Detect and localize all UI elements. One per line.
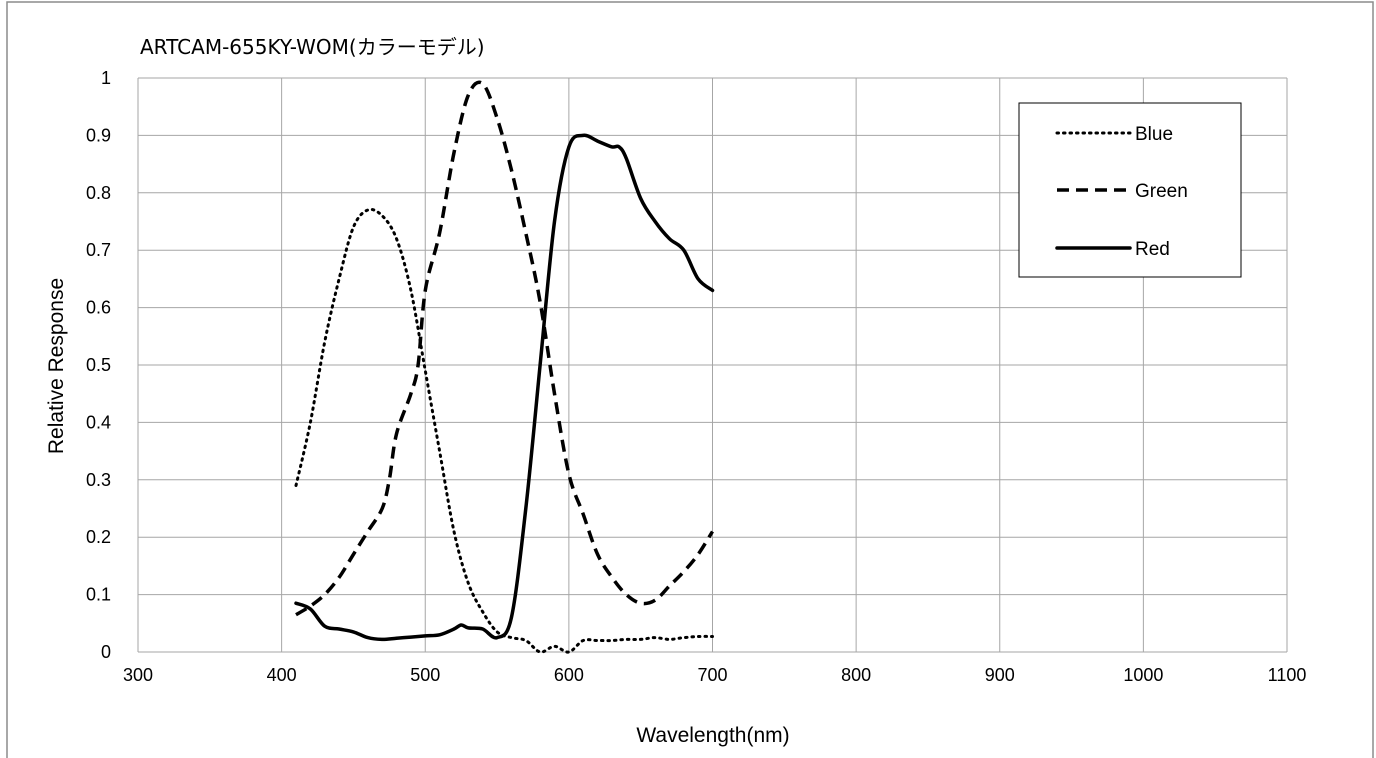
- legend: Blue Green Red: [1018, 102, 1242, 278]
- x-tick-label: 1000: [1123, 665, 1163, 685]
- y-tick-label: 0.5: [86, 355, 111, 375]
- x-tick-label: 500: [410, 665, 440, 685]
- y-axis-title: Relative Response: [45, 278, 68, 454]
- series-line-blue: [294, 207, 714, 654]
- x-tick-label: 600: [554, 665, 584, 685]
- series-line-green: [295, 80, 714, 617]
- legend-label-green: Green: [1135, 181, 1188, 202]
- y-tick-label: 0.2: [86, 527, 111, 547]
- x-tick-label: 900: [985, 665, 1015, 685]
- x-tick-label: 400: [267, 665, 297, 685]
- legend-label-blue: Blue: [1135, 124, 1173, 145]
- y-tick-label: 0.1: [86, 585, 111, 605]
- chart-title: ARTCAM-655KY-WOM(カラーモデル): [140, 35, 485, 59]
- tick-labels: 300 400 500 600 700 800 900 1000 1100 0 0.1 0.2 0.3 0…: [86, 68, 1306, 685]
- x-tick-label: 300: [123, 665, 153, 685]
- x-tick-label: 700: [697, 665, 727, 685]
- series-line-red: [294, 133, 715, 642]
- x-tick-label: 800: [841, 665, 871, 685]
- legend-label-red: Red: [1135, 239, 1170, 260]
- series-lines: [294, 80, 715, 654]
- y-tick-label: 0.9: [86, 125, 111, 145]
- x-axis-title: Wavelength(nm): [636, 724, 789, 747]
- y-tick-label: 0.3: [86, 470, 111, 490]
- y-tick-label: 0.6: [86, 298, 111, 318]
- y-tick-label: 0: [101, 642, 111, 662]
- y-tick-label: 1: [101, 68, 111, 88]
- y-tick-label: 0.4: [86, 412, 111, 432]
- y-tick-label: 0.8: [86, 183, 111, 203]
- x-tick-label: 1100: [1268, 665, 1307, 685]
- y-tick-label: 0.7: [86, 240, 111, 260]
